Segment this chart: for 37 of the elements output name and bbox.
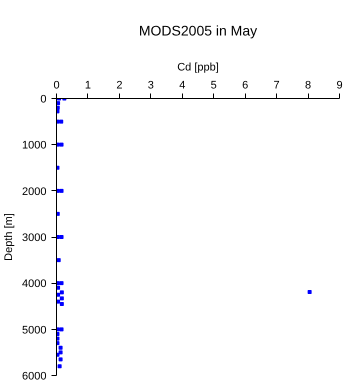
point	[59, 120, 64, 124]
point	[58, 350, 63, 354]
point	[60, 290, 64, 294]
x-tick-label: 5	[210, 80, 217, 92]
y-tick-label: 6000	[22, 370, 47, 382]
x-tick-label: 3	[148, 80, 154, 92]
y-tick-label: 5000	[22, 324, 47, 336]
point	[308, 290, 312, 294]
point	[58, 346, 63, 350]
point	[60, 188, 64, 193]
x-axis-title: Cd [ppb]	[177, 62, 219, 74]
point	[56, 212, 60, 216]
x-tick-label: 1	[84, 80, 92, 92]
point	[58, 364, 62, 368]
point	[56, 106, 60, 110]
point	[58, 357, 63, 362]
point	[60, 281, 64, 286]
y-axis-title: Depth [m]	[3, 213, 16, 261]
x-tick-label: 4	[179, 80, 186, 92]
y-tick-label: 1000	[22, 140, 47, 152]
point	[56, 258, 61, 262]
x-tick-label: 6	[242, 80, 248, 92]
x-tick-label: 0	[53, 80, 60, 92]
x-tick-label: 9	[336, 80, 343, 92]
x-tick-label: 2	[116, 80, 122, 92]
chart-title: MODS2005 in May	[138, 22, 258, 38]
point	[60, 327, 64, 332]
x-tick-label: 7	[274, 80, 280, 92]
point	[60, 296, 64, 300]
y-tick-label: 2000	[22, 186, 47, 198]
point	[60, 235, 64, 239]
point	[60, 302, 64, 306]
y-tick-label: 3000	[22, 232, 47, 244]
point	[60, 142, 64, 147]
y-tick-label: 4000	[22, 278, 47, 290]
y-tick-label: 0	[40, 94, 47, 106]
x-tick-label: 8	[304, 80, 312, 92]
